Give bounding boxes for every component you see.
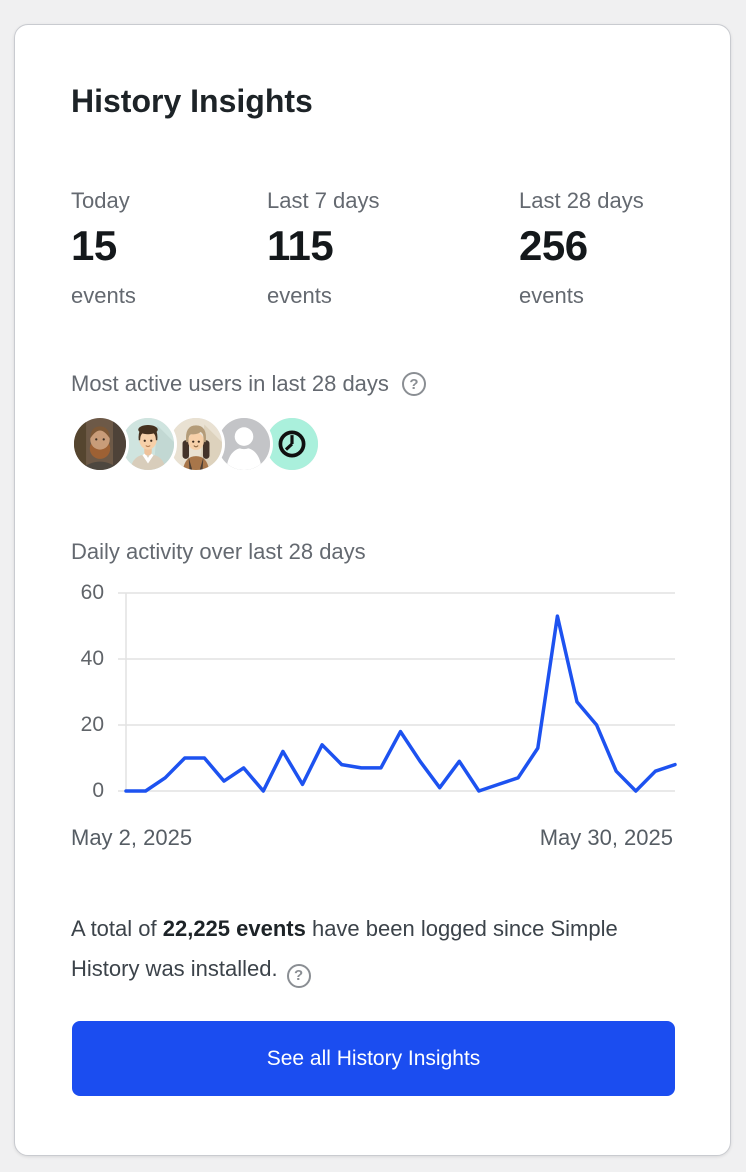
avatar-stack bbox=[71, 415, 321, 473]
summary-suffix: have been logged since Simple History wa… bbox=[71, 916, 618, 981]
x-axis-labels: May 2, 2025 May 30, 2025 bbox=[71, 825, 673, 851]
clock-logo-avatar[interactable] bbox=[263, 415, 321, 473]
user-photo-avatar[interactable] bbox=[71, 415, 129, 473]
mystery-person-image bbox=[218, 418, 270, 470]
y-tick-label: 0 bbox=[92, 779, 104, 802]
y-tick-label: 60 bbox=[80, 581, 104, 604]
total-events-count: 22,225 events bbox=[162, 916, 306, 941]
summary-text: A total of 22,225 events have been logge… bbox=[71, 909, 679, 989]
photo-man-image bbox=[74, 418, 126, 470]
stat-last-28-days: Last 28 days 256 events bbox=[519, 187, 644, 309]
x-axis-start-label: May 2, 2025 bbox=[71, 825, 193, 850]
chart-line bbox=[124, 614, 677, 793]
active-users-label: Most active users in last 28 days bbox=[71, 371, 389, 396]
stats-row: Today 15 events Last 7 days 115 events L… bbox=[71, 187, 644, 309]
chart-title: Daily activity over last 28 days bbox=[71, 539, 366, 564]
stat-unit: events bbox=[71, 283, 136, 308]
chart-canvas bbox=[118, 592, 677, 793]
illustrated-woman-image bbox=[170, 418, 222, 470]
question-mark-icon[interactable]: ? bbox=[401, 372, 426, 396]
see-all-insights-button[interactable]: See all History Insights bbox=[72, 1021, 675, 1096]
stat-unit: events bbox=[519, 283, 584, 308]
stat-label: Last 7 days bbox=[267, 188, 380, 213]
user-illustrated-woman-avatar[interactable] bbox=[167, 415, 225, 473]
history-insights-widget-card: History Insights Today 15 events Last 7 … bbox=[14, 24, 731, 1156]
user-mystery-person-avatar[interactable] bbox=[215, 415, 273, 473]
stat-value: 115 bbox=[267, 222, 334, 269]
question-mark-icon[interactable]: ? bbox=[286, 964, 311, 988]
summary-prefix: A total of bbox=[71, 916, 163, 941]
stat-label: Last 28 days bbox=[519, 188, 644, 213]
stat-last-7-days: Last 7 days 115 events bbox=[267, 187, 519, 309]
widget-title: History Insights bbox=[71, 83, 313, 119]
activity-chart[interactable] bbox=[118, 592, 677, 793]
active-users-header: Most active users in last 28 days ? bbox=[71, 371, 426, 397]
stat-value: 15 bbox=[71, 222, 117, 269]
stat-value: 256 bbox=[519, 222, 588, 269]
stat-today: Today 15 events bbox=[71, 187, 267, 309]
illustrated-man-image bbox=[122, 418, 174, 470]
x-axis-end-label: May 30, 2025 bbox=[539, 825, 673, 850]
y-axis-labels: 0 20 40 60 bbox=[41, 25, 104, 1155]
clock-icon bbox=[266, 418, 318, 470]
y-tick-label: 20 bbox=[80, 713, 104, 736]
stat-label: Today bbox=[71, 188, 130, 213]
y-tick-label: 40 bbox=[80, 647, 104, 670]
stat-unit: events bbox=[267, 283, 332, 308]
